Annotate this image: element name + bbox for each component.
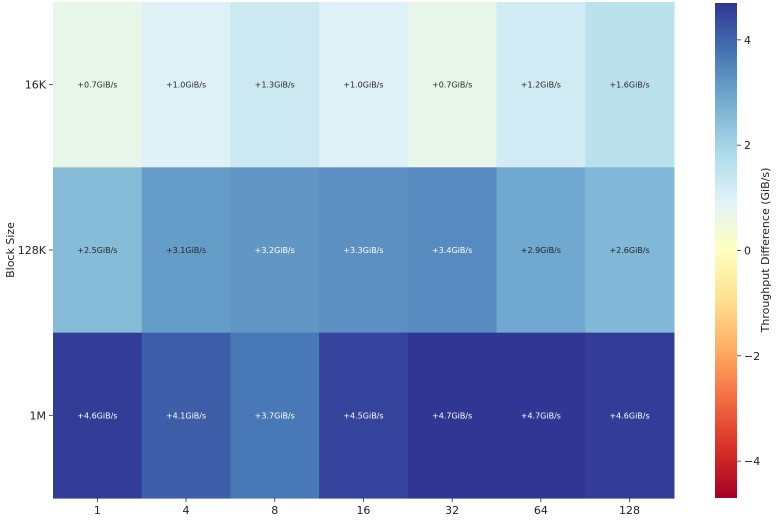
x-axis: 1 4 8 16 32 64 128 <box>94 497 640 517</box>
cell-label: +3.7GiB/s <box>255 411 295 420</box>
cell-label: +4.6GiB/s <box>77 411 117 420</box>
y-tick-label: 16K <box>25 79 47 92</box>
cell-label: +1.6GiB/s <box>609 81 649 90</box>
cell-label: +4.1GiB/s <box>166 411 206 420</box>
colorbar-label: Throughput Difference (GiB/s) <box>759 168 772 334</box>
heatmap-cell <box>141 167 231 334</box>
cell-label: +1.2GiB/s <box>521 81 561 90</box>
heatmap-cell <box>141 332 231 499</box>
y-axis: 16K 128K 1M <box>18 79 53 422</box>
colorbar-tick-label: 2 <box>744 139 751 152</box>
x-tick-label: 64 <box>534 504 548 516</box>
heatmap-cell <box>585 332 675 499</box>
heatmap-cell <box>53 332 143 499</box>
heatmap-cell <box>407 332 498 499</box>
cell-label: +4.6GiB/s <box>609 411 649 420</box>
cell-label: +1.0GiB/s <box>343 81 383 90</box>
cell-label: +1.0GiB/s <box>166 81 206 90</box>
cell-label: +3.1GiB/s <box>166 246 206 255</box>
heatmap-cell <box>585 2 675 168</box>
x-tick-label: 32 <box>445 504 459 516</box>
cell-label: +1.3GiB/s <box>255 81 295 90</box>
colorbar-tick-label: −4 <box>744 455 760 468</box>
x-tick-label: 16 <box>356 504 370 516</box>
cell-label: +3.2GiB/s <box>255 246 295 255</box>
colorbar-tick-label: 0 <box>744 245 751 258</box>
cell-label: +3.3GiB/s <box>343 246 383 255</box>
cell-label: +4.7GiB/s <box>432 411 472 420</box>
heatmap-cell <box>407 2 498 168</box>
cell-label: +0.7GiB/s <box>432 81 472 90</box>
colorbar <box>715 3 737 498</box>
heatmap-cell <box>496 2 586 168</box>
heatmap-cell <box>230 332 320 499</box>
y-axis-label: Block Size <box>4 222 17 278</box>
heatmap-cell <box>407 167 498 334</box>
heatmap-cell <box>319 332 409 499</box>
cell-label: +2.5GiB/s <box>77 246 117 255</box>
heatmap-cell <box>496 167 586 334</box>
heatmap-cell <box>53 2 143 168</box>
y-tick-label: 1M <box>30 409 47 422</box>
heatmap-cell <box>585 167 675 334</box>
heatmap-cell <box>53 167 143 334</box>
cell-label: +2.9GiB/s <box>521 246 561 255</box>
cell-label: +3.4GiB/s <box>432 246 472 255</box>
x-tick-label: 1 <box>94 504 101 516</box>
colorbar-ticks: 4 2 0 −2 −4 <box>737 34 760 468</box>
heatmap-cell <box>230 167 320 334</box>
x-tick-label: 8 <box>271 504 278 516</box>
colorbar-tick-label: 4 <box>744 34 751 47</box>
heatmap-cell <box>230 2 320 168</box>
heatmap-cells <box>53 2 675 499</box>
heatmap-cell <box>319 2 409 168</box>
heatmap-cell <box>319 167 409 334</box>
colorbar-tick-label: −2 <box>744 350 760 363</box>
heatmap-cell-labels: +0.7GiB/s +1.0GiB/s +1.3GiB/s +1.0GiB/s +0.7… <box>77 81 649 421</box>
cell-label: +4.5GiB/s <box>343 411 383 420</box>
cell-label: +4.7GiB/s <box>521 411 561 420</box>
heatmap-cell <box>141 2 231 168</box>
x-tick-label: 128 <box>619 504 640 516</box>
y-tick-label: 128K <box>18 244 47 257</box>
cell-label: +0.7GiB/s <box>77 81 117 90</box>
heatmap-cell <box>496 332 586 499</box>
cell-label: +2.6GiB/s <box>609 246 649 255</box>
x-tick-label: 4 <box>183 504 190 516</box>
